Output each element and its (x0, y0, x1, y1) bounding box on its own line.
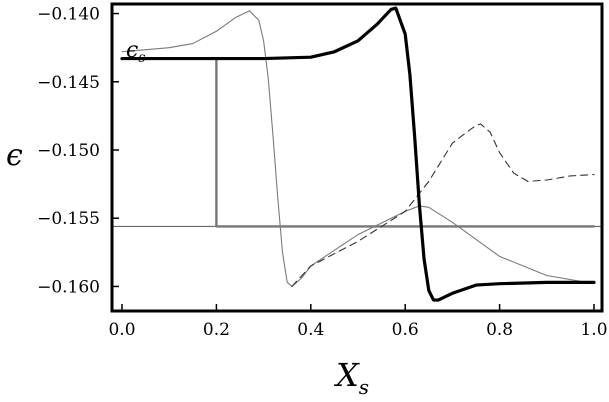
x-tick-label: 0.2 (203, 320, 230, 340)
x-tick-label: 0.0 (108, 320, 135, 340)
y-tick-label: −0.140 (37, 5, 100, 25)
curve-annotation-main: ϵ (126, 38, 138, 63)
plot-frame (110, 2, 604, 313)
series-dashed-line (291, 123, 595, 287)
series-step-line (120, 57, 596, 228)
ticks-layer: 0.0 0.2 0.4 0.6 0.8 1.0 −0.140 −0.145 −0.150 −0.1… (37, 5, 607, 340)
y-tick-label: −0.155 (37, 209, 100, 229)
series-layer (111, 6, 603, 302)
y-axis-title: ϵ (6, 138, 23, 173)
series-thin-solid-line (121, 10, 595, 287)
x-axis-title: Xs (333, 356, 369, 399)
y-tick-label: −0.145 (37, 73, 100, 93)
x-axis-title-sub: s (359, 375, 369, 399)
x-tick-label: 1.0 (580, 320, 607, 340)
x-axis-title-main: X (333, 356, 360, 394)
x-tick-label: 0.4 (297, 320, 324, 340)
x-tick-label: 0.8 (486, 320, 513, 340)
curve-annotation-sub: s (138, 50, 145, 66)
y-tick-label: −0.160 (37, 277, 100, 297)
x-tick-label: 0.6 (392, 320, 419, 340)
y-tick-label: −0.150 (37, 141, 100, 161)
series-thick-solid-line (120, 6, 596, 302)
curve-annotation: ϵs (126, 38, 146, 66)
